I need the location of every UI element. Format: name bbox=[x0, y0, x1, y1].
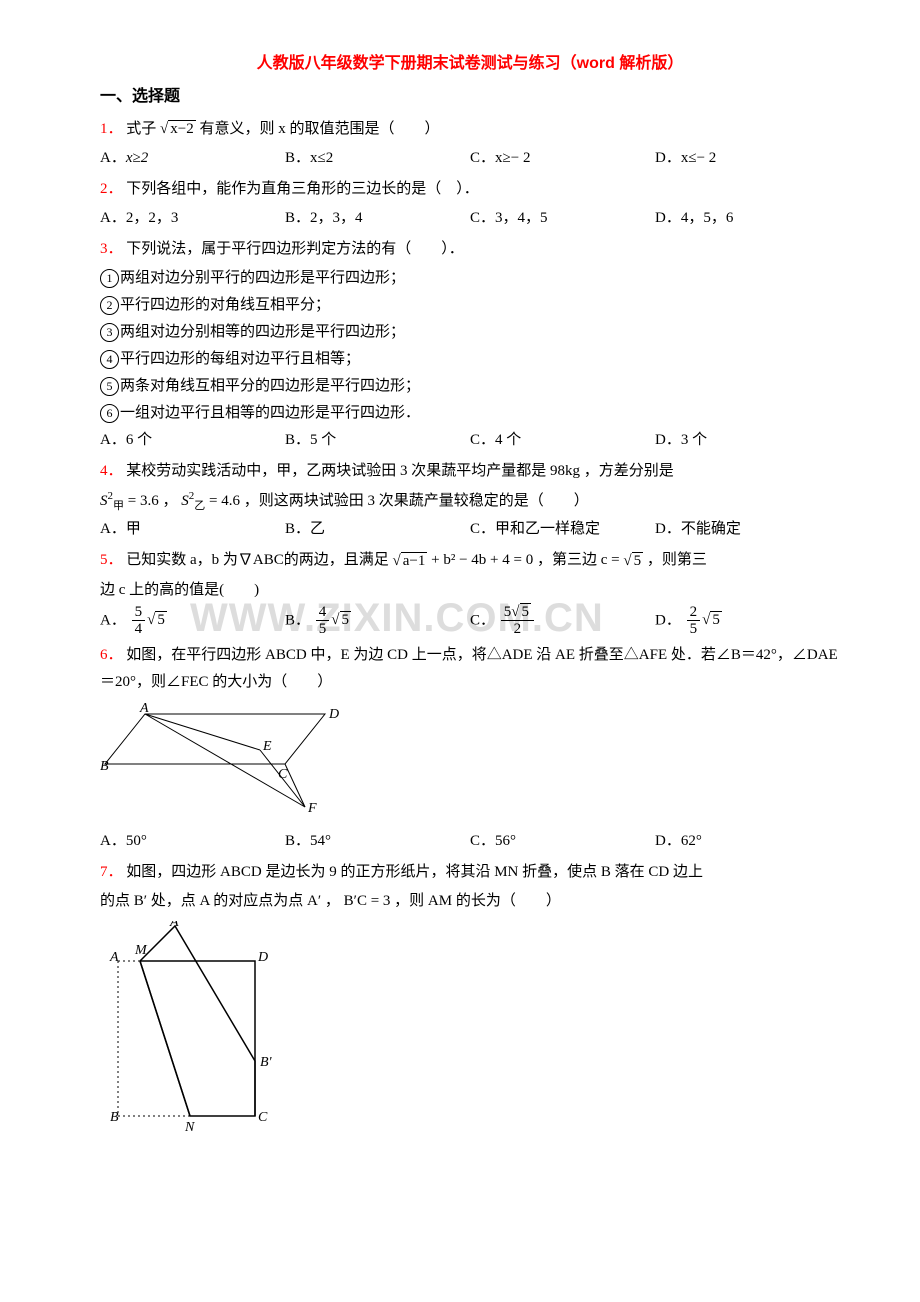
question-3: 3． 下列说法，属于平行四边形判定方法的有（ ）． bbox=[100, 236, 840, 263]
q5-text-a: 已知实数 a，b 为∇ABC的两边，且满足 bbox=[126, 552, 392, 568]
q1-text-pre: 式子 bbox=[126, 121, 156, 137]
q3-opt-d: D．3 个 bbox=[655, 427, 840, 454]
svg-text:M: M bbox=[134, 943, 148, 958]
q5-line2: 边 c 上的高的值是( ) bbox=[100, 577, 840, 604]
q5-number: 5． bbox=[100, 552, 123, 568]
q5-opt-b: B． 455 bbox=[285, 604, 470, 638]
q1-number: 1． bbox=[100, 121, 123, 137]
question-6: 6． 如图，在平行四边形 ABCD 中，E 为边 CD 上一点，将△ADE 沿 … bbox=[100, 642, 840, 696]
q3-text: 下列说法，属于平行四边形判定方法的有（ ）． bbox=[126, 241, 464, 257]
svg-text:N: N bbox=[184, 1120, 195, 1135]
q3-number: 3． bbox=[100, 241, 123, 257]
question-4: 4． 某校劳动实践活动中，甲，乙两块试验田 3 次果蔬平均产量都是 98kg ，… bbox=[100, 458, 840, 485]
svg-text:A: A bbox=[139, 702, 149, 716]
q5-text-c: ，则第三 bbox=[647, 552, 707, 568]
q6-diagram: A D B C E F bbox=[100, 702, 840, 822]
q1-opt-b: B．x≤2 bbox=[285, 145, 470, 172]
svg-text:F: F bbox=[307, 801, 317, 812]
q1-opt-d: D．x≤− 2 bbox=[655, 145, 840, 172]
svg-text:E: E bbox=[262, 739, 272, 754]
q1-opt-c: C．x≥− 2 bbox=[470, 145, 655, 172]
q3-opt-b: B．5 个 bbox=[285, 427, 470, 454]
q6-text: 如图，在平行四边形 ABCD 中，E 为边 CD 上一点，将△ADE 沿 AE … bbox=[100, 647, 838, 690]
sqrt-icon: a−1 bbox=[393, 548, 428, 575]
q5-text-b: ，第三边 bbox=[537, 552, 601, 568]
question-5: 5． 已知实数 a，b 为∇ABC的两边，且满足 a−1 + b² − 4b +… bbox=[100, 547, 840, 574]
section-heading: 一、选择题 bbox=[100, 83, 840, 112]
svg-text:B: B bbox=[100, 759, 109, 774]
q2-opt-b: B．2，3，4 bbox=[285, 205, 470, 232]
q2-opt-c: C．3，4，5 bbox=[470, 205, 655, 232]
svg-text:B': B' bbox=[260, 1055, 273, 1070]
q1-opt-a: A．x≥2 bbox=[100, 145, 285, 172]
q1-options: A．x≥2 B．x≤2 C．x≥− 2 D．x≤− 2 bbox=[100, 145, 840, 172]
q5-options: A． 545 B． 455 C． 552 D． 255 bbox=[100, 604, 840, 638]
q3-opt-a: A．6 个 bbox=[100, 427, 285, 454]
q4-opt-b: B．乙 bbox=[285, 516, 470, 543]
question-2: 2． 下列各组中，能作为直角三角形的三边长的是（ ）． bbox=[100, 176, 840, 203]
q4-opt-a: A．甲 bbox=[100, 516, 285, 543]
question-7: 7． 如图，四边形 ABCD 是边长为 9 的正方形纸片，将其沿 MN 折叠，使… bbox=[100, 859, 840, 886]
q2-opt-d: D．4，5，6 bbox=[655, 205, 840, 232]
question-1: 1． 式子 x−2 有意义，则 x 的取值范围是（ ） bbox=[100, 116, 840, 143]
q3-options: A．6 个 B．5 个 C．4 个 D．3 个 bbox=[100, 427, 840, 454]
svg-text:D: D bbox=[257, 950, 268, 965]
q6-options: A．50° B．54° C．56° D．62° bbox=[100, 828, 840, 855]
q4-options: A．甲 B．乙 C．甲和乙一样稳定 D．不能确定 bbox=[100, 516, 840, 543]
q4-text-a: 某校劳动实践活动中，甲，乙两块试验田 3 次果蔬平均产量都是 98kg ，方差分… bbox=[126, 463, 674, 479]
q4-number: 4． bbox=[100, 463, 123, 479]
q5-opt-a: A． 545 bbox=[100, 604, 285, 638]
sqrt-icon: 5 bbox=[623, 548, 643, 575]
svg-text:B: B bbox=[110, 1110, 119, 1125]
svg-text:C: C bbox=[258, 1110, 268, 1125]
svg-text:C: C bbox=[278, 767, 288, 782]
q6-number: 6． bbox=[100, 647, 123, 663]
q7-text-b: 的点 B′ 处，点 A 的对应点为点 A′ ， B′C = 3 ，则 AM 的长… bbox=[100, 888, 840, 915]
svg-text:D: D bbox=[328, 707, 339, 722]
q2-text: 下列各组中，能作为直角三角形的三边长的是（ ）． bbox=[126, 181, 479, 197]
q7-number: 7． bbox=[100, 864, 123, 880]
q3-line4: 4平行四边形的每组对边平行且相等； bbox=[100, 346, 840, 373]
q5-expr-tail: + b² − 4b + 4 = 0 bbox=[431, 552, 533, 568]
q2-opt-a: A．2，2，3 bbox=[100, 205, 285, 232]
q4-opt-d: D．不能确定 bbox=[655, 516, 840, 543]
q3-line6: 6一组对边平行且相等的四边形是平行四边形． bbox=[100, 400, 840, 427]
q2-options: A．2，2，3 B．2，3，4 C．3，4，5 D．4，5，6 bbox=[100, 205, 840, 232]
q3-line1: 1两组对边分别平行的四边形是平行四边形； bbox=[100, 265, 840, 292]
q1-text-post: 有意义，则 x 的取值范围是（ ） bbox=[199, 121, 439, 137]
q6-opt-b: B．54° bbox=[285, 828, 470, 855]
q3-line3: 3两组对边分别相等的四边形是平行四边形； bbox=[100, 319, 840, 346]
q7-diagram: A B C D M N A' B' bbox=[100, 921, 840, 1146]
q3-opt-c: C．4 个 bbox=[470, 427, 655, 454]
q2-number: 2． bbox=[100, 181, 123, 197]
q5-opt-c: C． 552 bbox=[470, 604, 655, 638]
q3-line5: 5两条对角线互相平分的四边形是平行四边形； bbox=[100, 373, 840, 400]
q6-opt-c: C．56° bbox=[470, 828, 655, 855]
sqrt-icon: x−2 bbox=[160, 116, 196, 143]
q6-opt-d: D．62° bbox=[655, 828, 840, 855]
q4-line2: S2甲 = 3.6 ， S2乙 = 4.6 ，则这两块试验田 3 次果蔬产量较稳… bbox=[100, 487, 840, 517]
q5-opt-d: D． 255 bbox=[655, 604, 840, 638]
doc-title: 人教版八年级数学下册期末试卷测试与练习（word 解析版） bbox=[100, 50, 840, 79]
svg-text:A: A bbox=[109, 950, 119, 965]
q3-line2: 2平行四边形的对角线互相平分； bbox=[100, 292, 840, 319]
q6-opt-a: A．50° bbox=[100, 828, 285, 855]
q7-text-a: 如图，四边形 ABCD 是边长为 9 的正方形纸片，将其沿 MN 折叠，使点 B… bbox=[126, 864, 703, 880]
svg-text:A': A' bbox=[169, 921, 183, 930]
q4-opt-c: C．甲和乙一样稳定 bbox=[470, 516, 655, 543]
